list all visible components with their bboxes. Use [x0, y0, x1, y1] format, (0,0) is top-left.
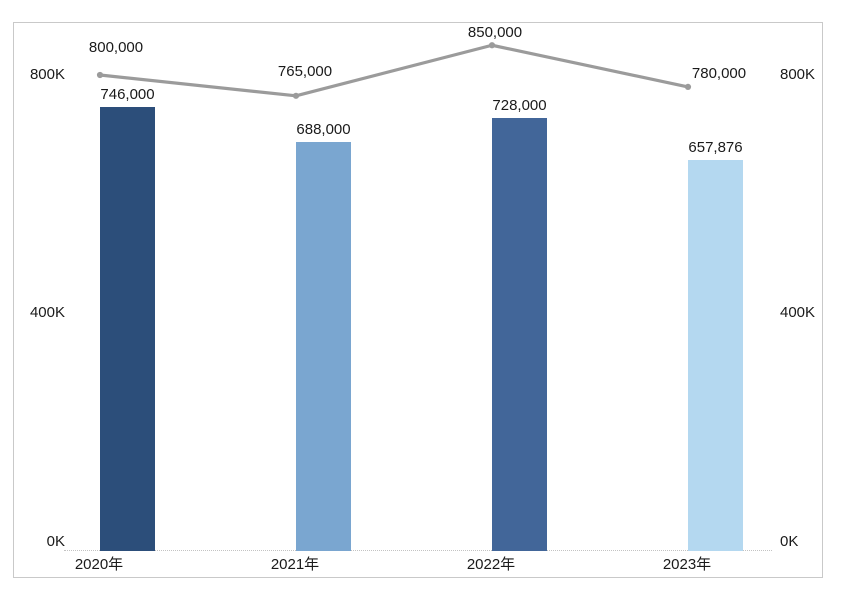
y-axis-tick-left: 800K: [29, 66, 65, 83]
x-axis-label: 2022年: [466, 556, 516, 573]
line-value-label: 780,000: [691, 65, 747, 82]
y-axis-tick-left: 0K: [46, 533, 65, 550]
bar-value-label: 657,876: [688, 138, 743, 156]
line-value-label: 850,000: [467, 24, 523, 41]
x-axis-label: 2023年: [662, 556, 712, 573]
bar-value-label: 728,000: [492, 96, 547, 114]
y-axis-tick-left: 400K: [29, 304, 65, 321]
y-axis-tick-right: 800K: [780, 66, 816, 83]
y-axis-tick-right: 400K: [780, 304, 816, 321]
x-axis-baseline: [64, 550, 772, 551]
bar-2021: [296, 141, 351, 551]
x-axis-label: 2021年: [270, 556, 320, 573]
x-axis-label: 2020年: [74, 556, 124, 573]
bar-2023: [688, 159, 743, 551]
bar-2022: [492, 117, 547, 551]
bar-2020: [100, 107, 155, 551]
y-axis-tick-right: 0K: [780, 533, 799, 550]
line-value-label: 800,000: [88, 39, 144, 56]
bar-value-label: 746,000: [100, 86, 155, 104]
bar-value-label: 688,000: [296, 120, 351, 138]
line-value-label: 765,000: [277, 63, 333, 80]
